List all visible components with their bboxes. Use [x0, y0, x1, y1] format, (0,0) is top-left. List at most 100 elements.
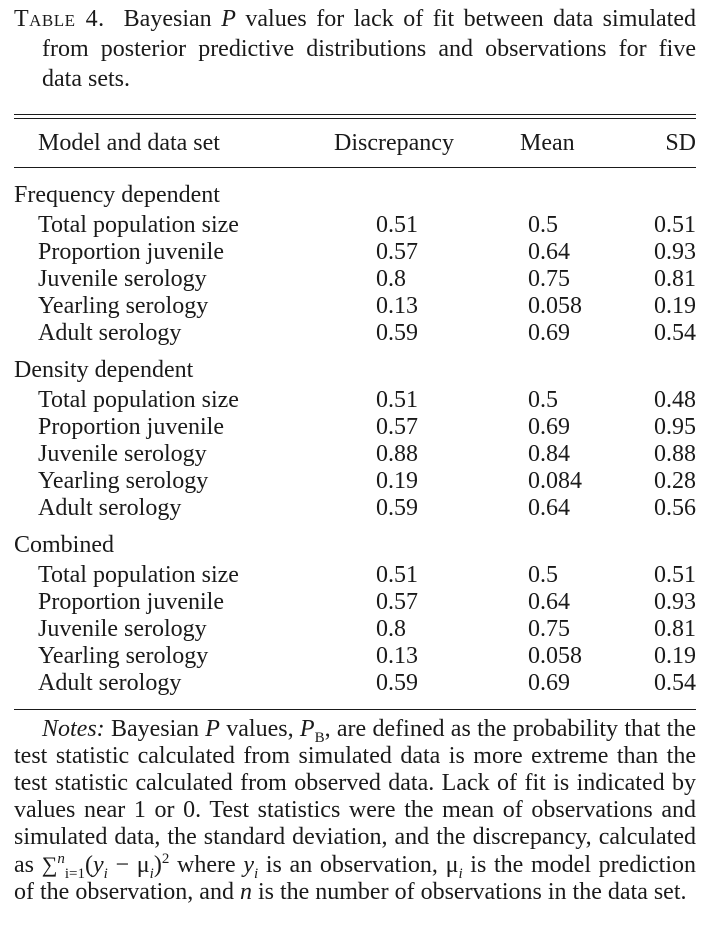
cell-discrepancy: 0.88 [376, 441, 418, 467]
notes-label: Notes: [42, 716, 105, 742]
cell-discrepancy: 0.8 [376, 616, 406, 642]
caption-text-after: values for lack of fit between data simu… [42, 6, 696, 92]
cell-mean: 0.64 [528, 589, 570, 615]
formula-minus: − [107, 852, 137, 878]
formula-mu: μ [136, 852, 150, 878]
caption-text-before: Bayesian [123, 6, 222, 32]
notes-text: is the number of observations in the dat… [251, 879, 687, 905]
formula-subscript-i: i [103, 865, 108, 882]
row-name: Juvenile serology [38, 441, 207, 467]
row-name: Proportion juvenile [38, 589, 224, 615]
notes-pb-symbol: P [299, 716, 315, 742]
cell-discrepancy: 0.51 [376, 387, 418, 413]
cell-sd: 0.56 [654, 495, 696, 521]
table-row: Adult serology 0.59 0.64 0.56 [14, 495, 696, 522]
table-row: Yearling serology 0.19 0.084 0.28 [14, 468, 696, 495]
cell-discrepancy: 0.51 [376, 562, 418, 588]
cell-mean: 0.75 [528, 266, 570, 292]
group-row: Frequency dependent [14, 168, 696, 212]
table-row: Yearling serology 0.13 0.058 0.19 [14, 293, 696, 320]
table-notes: Notes: Bayesian P values, PB, are define… [14, 710, 696, 906]
row-name: Yearling serology [38, 643, 209, 669]
row-name: Total population size [38, 387, 239, 413]
cell-mean: 0.69 [528, 670, 570, 696]
notes-subscript-i: i [253, 865, 259, 882]
table-row: Total population size 0.51 0.5 0.51 [14, 562, 696, 589]
cell-discrepancy: 0.57 [376, 239, 418, 265]
group-row: Density dependent [14, 347, 696, 387]
notes-subscript-i: i [458, 865, 463, 882]
sum-upper-limit: n [57, 851, 65, 867]
discrepancy-formula: ∑ni=1(yi − μi)2 [41, 851, 170, 882]
cell-sd: 0.81 [654, 266, 696, 292]
row-name: Adult serology [38, 320, 182, 346]
row-name: Proportion juvenile [38, 414, 224, 440]
cell-sd: 0.93 [654, 239, 696, 265]
formula-square: 2 [161, 851, 170, 867]
notes-text: is an observation, [258, 852, 446, 878]
cell-discrepancy: 0.57 [376, 414, 418, 440]
sum-lower-limit: i=1 [64, 865, 86, 882]
cell-discrepancy: 0.59 [376, 495, 418, 521]
table-row: Juvenile serology 0.8 0.75 0.81 [14, 266, 696, 293]
cell-sd: 0.54 [654, 670, 696, 696]
row-name: Total population size [38, 562, 239, 588]
table-row: Proportion juvenile 0.57 0.64 0.93 [14, 589, 696, 616]
results-table: Model and data set Discrepancy Mean SD F… [14, 119, 696, 697]
cell-mean: 0.69 [528, 320, 570, 346]
row-name: Juvenile serology [38, 616, 207, 642]
cell-sd: 0.51 [654, 562, 696, 588]
cell-sd: 0.19 [654, 293, 696, 319]
cell-discrepancy: 0.13 [376, 643, 418, 669]
bottom-rule [14, 709, 696, 710]
cell-sd: 0.81 [654, 616, 696, 642]
notes-text: Bayesian [104, 716, 206, 742]
table-row: Yearling serology 0.13 0.058 0.19 [14, 643, 696, 670]
cell-mean: 0.084 [528, 468, 582, 494]
cell-sd: 0.95 [654, 414, 696, 440]
formula-paren: ( [85, 852, 94, 878]
cell-discrepancy: 0.19 [376, 468, 418, 494]
cell-sd: 0.28 [654, 468, 696, 494]
cell-sd: 0.54 [654, 320, 696, 346]
notes-text: values, [219, 716, 300, 742]
cell-discrepancy: 0.59 [376, 320, 418, 346]
top-double-rule [14, 114, 696, 119]
cell-mean: 0.058 [528, 643, 582, 669]
column-header-sd: SD [665, 130, 696, 156]
header-row: Model and data set Discrepancy Mean SD [14, 119, 696, 167]
cell-mean: 0.84 [528, 441, 570, 467]
cell-discrepancy: 0.13 [376, 293, 418, 319]
table-row: Total population size 0.51 0.5 0.51 [14, 212, 696, 239]
cell-discrepancy: 0.57 [376, 589, 418, 615]
cell-mean: 0.058 [528, 293, 582, 319]
cell-mean: 0.64 [528, 239, 570, 265]
cell-sd: 0.93 [654, 589, 696, 615]
notes-p-symbol: P [205, 716, 220, 742]
group-label: Density dependent [14, 357, 194, 383]
group-row: Combined [14, 522, 696, 562]
cell-sd: 0.48 [654, 387, 696, 413]
caption-p-symbol: P [221, 6, 236, 32]
formula-paren: ) [153, 852, 162, 878]
notes-text: , are defined as the probability that th… [14, 716, 697, 878]
cell-mean: 0.69 [528, 414, 570, 440]
sum-symbol: ∑ [41, 852, 58, 877]
cell-discrepancy: 0.59 [376, 670, 418, 696]
table-row: Adult serology 0.59 0.69 0.54 [14, 670, 696, 697]
cell-mean: 0.64 [528, 495, 570, 521]
cell-mean: 0.75 [528, 616, 570, 642]
cell-sd: 0.51 [654, 212, 696, 238]
cell-mean: 0.5 [528, 562, 558, 588]
group-label: Frequency dependent [14, 182, 220, 208]
notes-mu: μ [445, 852, 459, 878]
formula-subscript-i: i [149, 865, 154, 882]
table-caption: Table 4. Bayesian P values for lack of f… [14, 0, 696, 94]
table-row: Adult serology 0.59 0.69 0.54 [14, 320, 696, 347]
column-header-discrepancy: Discrepancy [334, 130, 454, 156]
cell-sd: 0.88 [654, 441, 696, 467]
table-row: Juvenile serology 0.88 0.84 0.88 [14, 441, 696, 468]
notes-pb-subscript: B [314, 729, 325, 746]
column-header-mean: Mean [520, 130, 575, 156]
